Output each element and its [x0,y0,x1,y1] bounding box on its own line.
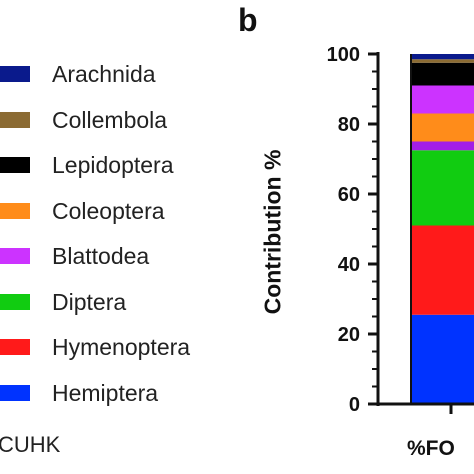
bar-segment [411,141,474,151]
x-category-label: %FO [407,437,455,460]
legend-swatch [0,66,30,82]
bar-segment [411,59,474,63]
legend-label: Hemiptera [52,379,159,406]
legend-swatch [0,157,30,173]
bar-segment [411,85,474,114]
y-tick-label: 60 [338,184,360,206]
legend-label: Collembola [52,106,168,133]
legend-swatch [0,111,30,128]
legend-label: Diptera [52,288,127,315]
bar-segment [411,113,474,142]
y-tick-label: 40 [338,254,360,276]
bar-segment [411,150,474,226]
legend-label: Arachnida [52,61,156,87]
bar-segment [411,62,474,86]
panel-letter: b [238,2,258,38]
legend-swatch [0,248,30,264]
legend-label: Lepidoptera [52,152,174,178]
legend-swatch [0,339,30,355]
bar-segment [411,225,474,315]
panel-left-label: CUHK [0,432,61,457]
y-tick-label: 0 [349,394,360,416]
legend-swatch [0,384,30,401]
legend-swatch [0,202,30,219]
legend-label: Blattodea [52,243,150,269]
legend-label: Coleoptera [52,197,165,224]
legend-swatch [0,293,30,310]
y-tick-label: 20 [338,324,360,346]
y-tick-label: 100 [327,44,360,66]
bar-segment [411,314,474,404]
legend-label: Hymenoptera [52,334,191,360]
bar-segment [411,54,474,60]
y-tick-label: 80 [338,114,360,136]
